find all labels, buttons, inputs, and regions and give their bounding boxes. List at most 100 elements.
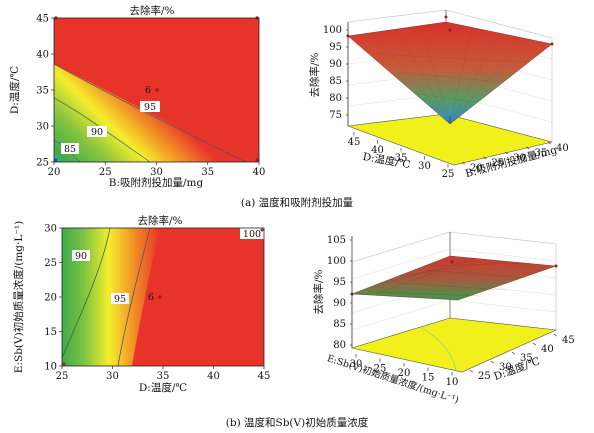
surface-b-mesh-lines [375,257,531,297]
design-point-label: 6 [148,292,154,303]
design-point [260,228,264,232]
contour-b-y-axis: 10 15 20 25 30 [44,224,62,373]
x-tick-mark [504,151,508,155]
contour-b-line-95 [117,227,151,367]
contour-plot-b: 去除率/% 90 95 100 6 25 30 35 40 45 1015202530 … [12,214,270,394]
caption-a: (a) 温度和吸附剂投加量 [241,196,354,209]
x-tick-label: 40 [253,167,266,178]
y-tick-label: 25 [44,258,57,269]
design-point [62,362,66,366]
z-tick-label: 85 [329,76,342,87]
z-tick-label: 100 [323,25,342,36]
contour-a-label-95: 95 [144,102,156,113]
surface-plot-b: 80 85 90 95 100 105 去除率/% 30 25 20 15 10 25 30 35 40… [312,231,575,406]
x-tick-label: 45 [562,335,575,346]
design-point [450,260,454,264]
z-tick-label: 105 [327,235,346,246]
contour-b-ylabel: E:Sb(Ⅴ)初始质量浓度/(mg·L⁻¹) [12,221,25,373]
x-tick-label: 40 [556,143,569,154]
x-tick-mark [461,161,465,165]
contour-a-label-85-bg [61,143,79,154]
design-point [554,264,558,268]
x-tick-label: 35 [520,353,533,364]
x-tick-mark [553,333,557,337]
contour-a-line-95 [53,63,247,163]
contour-a-gradient-region [54,64,246,162]
y-tick-label: 25 [374,364,387,375]
y-tick-label: 40 [36,50,49,61]
surface-a-y-ticks: 45 40 35 30 25 [348,132,455,180]
x-tick-label: 30 [150,167,163,178]
design-point [550,42,554,46]
surface-a-z-ticks: 75 80 85 90 95 100 [323,25,348,121]
y-tick-label: 30 [36,122,49,133]
x-tick-mark [547,141,551,145]
contour-b-label-90-bg [72,250,90,261]
z-tick-label: 80 [329,93,342,104]
contour-a-title: 去除率/% [129,4,174,17]
x-tick-label: 25 [478,371,491,382]
x-tick-label: 25 [56,371,69,382]
z-tick-label: 75 [329,110,342,121]
z-tick-label: 90 [329,59,342,70]
contour-a-label-90: 90 [91,127,103,138]
surface-a-mesh [347,21,553,125]
y-tick-label: 35 [395,153,408,164]
x-tick-label: 40 [541,344,554,355]
y-tick-label: 15 [44,327,57,338]
y-tick-label: 30 [350,359,363,370]
contour-b-line-90 [61,227,111,359]
x-tick-label: 30 [499,362,512,373]
surface-b-xlabel: D:温度/℃ [492,354,542,383]
surface-b-zlabel: 去除率/% [312,269,325,314]
x-tick-mark [469,369,473,373]
design-point [158,295,162,299]
contour-b-title: 去除率/% [137,214,182,227]
y-tick-label: 35 [36,86,49,97]
contour-a-line-90 [53,97,151,163]
surface-b-floor-contour [419,326,457,371]
x-tick-label: 25 [492,158,505,169]
contour-b-label-90: 90 [75,251,87,262]
x-tick-label: 25 [99,167,112,178]
y-tick-label: 10 [44,362,57,373]
contour-a-ylabel: D:温度/℃ [8,66,21,114]
x-tick-label: 35 [201,167,214,178]
x-tick-label: 30 [106,371,119,382]
y-tick-label: 15 [422,373,435,384]
x-tick-mark [532,342,536,346]
y-tick-label: 20 [44,293,57,304]
y-tick-label: 25 [36,158,49,169]
surface-a-floor [347,113,553,166]
design-point [448,28,452,32]
contour-a-x-axis: 20 25 30 35 40 [48,162,266,178]
x-tick-mark [511,351,515,355]
y-tick-label: 20 [398,368,411,379]
surface-b-x-ticks: 25 30 35 40 45 [469,333,575,382]
surface-a-mesh-lines [371,25,527,125]
y-tick-label: 25 [442,169,455,180]
contour-b-x-axis: 25 30 35 40 45 [56,366,271,382]
z-tick-label: 90 [333,298,346,309]
design-point [54,158,58,162]
surface-b-z-ticks: 80 85 90 95 100 105 [327,235,352,351]
x-tick-label: 35 [157,371,170,382]
y-tick-label: 30 [418,161,431,172]
z-tick-label: 85 [333,319,346,330]
x-tick-label: 30 [513,153,526,164]
contour-b-xlabel: D:温度/℃ [139,381,187,394]
contour-a-y-axis: 25 30 35 40 45 [36,14,54,169]
contour-b-label-95: 95 [114,294,126,305]
contour-b-label-100-bg [240,228,264,239]
x-tick-label: 45 [258,371,271,382]
surface-b-floor [350,317,558,373]
design-point [255,158,259,162]
z-tick-label: 95 [333,277,346,288]
z-tick-label: 95 [329,42,342,53]
z-tick-label: 80 [333,340,346,351]
design-point-label: 6 [145,85,151,96]
contour-a-label-90-bg [87,126,107,137]
x-tick-label: 40 [207,371,220,382]
